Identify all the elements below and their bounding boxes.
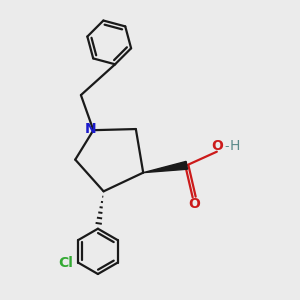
Polygon shape bbox=[143, 161, 188, 172]
Text: H: H bbox=[230, 139, 240, 153]
Text: O: O bbox=[212, 139, 223, 153]
Text: Cl: Cl bbox=[58, 256, 73, 270]
Text: O: O bbox=[188, 197, 200, 212]
Text: N: N bbox=[85, 122, 96, 136]
Text: -: - bbox=[225, 140, 229, 152]
